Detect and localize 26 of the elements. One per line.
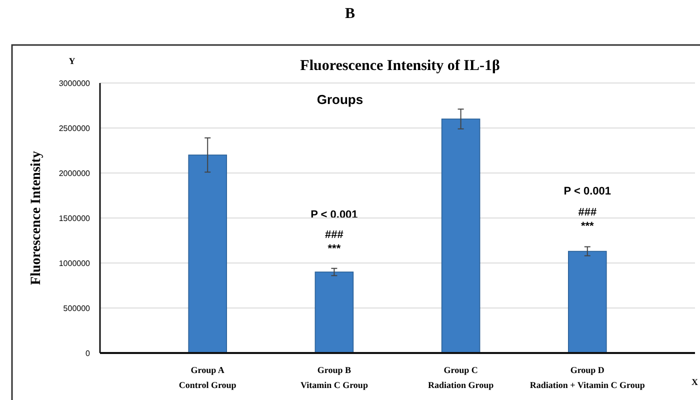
y-tick-label: 3000000 [58,79,91,88]
bar [441,118,480,354]
y-tick-label: 2000000 [58,169,91,178]
y-tick-label: 500000 [63,304,91,313]
y-tick-label: 0 [86,349,91,358]
x-tick-label: Group D Radiation + Vitamin C Group [530,365,645,390]
x-tick-label: Group B Vitamin C Group [300,365,368,390]
y-axis-title: Fluorescence Intensity [29,151,44,285]
text: Groups [316,92,364,107]
text: X [692,377,698,387]
bar [188,154,227,354]
annotation: *** [328,243,342,256]
x-tick-label: Group A Control Group [178,365,236,390]
annotation: ### [325,228,344,241]
y-tick-label: 2500000 [58,124,91,133]
text: Y [68,56,76,66]
text: B [344,6,356,22]
y-tick-label: 1000000 [58,259,91,268]
y-tick-label: 1500000 [58,214,91,223]
chart-title: Fluorescence Intensity of IL-1β [300,58,500,74]
bar [314,272,354,354]
bar [568,250,607,354]
annotation: ### [578,206,597,218]
annotation: *** [580,220,595,233]
annotation: P < 0.001 [564,186,611,198]
x-tick-label: Group C Radiation Group [428,365,494,390]
